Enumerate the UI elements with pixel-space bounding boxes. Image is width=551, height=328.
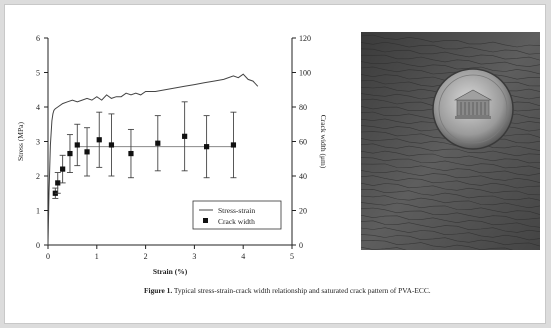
crack-line [361, 54, 540, 67]
legend-crack-width-swatch [203, 218, 208, 223]
y-right-tick-label: 80 [299, 103, 307, 112]
series-layer [47, 73, 259, 246]
y-left-tick-label: 0 [36, 241, 40, 250]
crack-line [361, 202, 540, 215]
crack-line [361, 143, 540, 157]
crack-width-point [74, 142, 80, 148]
y-right-tick-label: 100 [299, 69, 311, 78]
crack-width-point [108, 142, 115, 148]
crack-line [361, 41, 540, 55]
crack-line [361, 175, 540, 189]
y-right-tick-label: 20 [299, 207, 307, 216]
crack-pattern-photo [361, 32, 540, 250]
crack-line [361, 48, 540, 61]
y-right-tick-label: 60 [299, 138, 307, 147]
crack-line [361, 234, 540, 247]
crack-line [361, 246, 436, 250]
crack-line [361, 188, 540, 201]
crack-width-point [128, 150, 134, 157]
x-tick-label: 1 [95, 252, 99, 261]
penny-coin [432, 68, 514, 150]
crack-line [361, 214, 540, 228]
crack-line [361, 227, 540, 241]
legend: Stress-strain Crack width [192, 200, 282, 230]
crack-width-point [204, 144, 210, 150]
crack-line [361, 182, 540, 196]
crack-line [361, 195, 540, 209]
x-tick-label: 5 [290, 252, 294, 261]
crack-line [361, 138, 540, 152]
legend-box [192, 200, 282, 230]
crack-line [361, 150, 540, 164]
legend-crack-width-label: Crack width [218, 217, 255, 226]
crack-width-point [55, 180, 61, 186]
caption-text: Typical stress-strain-crack width relati… [173, 286, 431, 295]
crack-line [361, 61, 540, 75]
y-right-tick-label: 120 [299, 34, 311, 43]
legend-stress-strain-label: Stress-strain [218, 206, 255, 215]
crack-width-point [230, 142, 237, 148]
crack-line [361, 170, 540, 184]
y-axis-right-label: Crack width (μm) [319, 115, 328, 169]
y-left-tick-label: 1 [36, 207, 40, 216]
crack-line [361, 157, 540, 170]
crack-line [361, 66, 540, 80]
y-left-tick-label: 3 [36, 138, 40, 147]
x-tick-label: 0 [46, 252, 50, 261]
y-left-tick-label: 6 [36, 34, 40, 43]
figure-caption: Figure 1. Typical stress-strain-crack wi… [144, 286, 474, 296]
y-axis-left-label: Stress (MPa) [16, 122, 25, 161]
y-left-tick-label: 2 [36, 172, 40, 181]
x-tick-label: 2 [144, 252, 148, 261]
x-axis-label: Strain (%) [153, 267, 188, 276]
stress-strain-line [47, 73, 259, 246]
crack-line [361, 34, 540, 48]
crack-line [361, 163, 540, 176]
y-right-tick-label: 40 [299, 172, 307, 181]
caption-label: Figure 1. [144, 286, 173, 295]
y-left-tick-label: 5 [36, 69, 40, 78]
crack-width-point [67, 150, 73, 157]
y-left-tick-label: 4 [36, 103, 40, 112]
crack-width-point [96, 137, 102, 143]
x-tick-label: 4 [241, 252, 245, 261]
x-tick-label: 3 [192, 252, 196, 261]
crack-width-point [155, 140, 161, 146]
crack-width-point [60, 166, 66, 172]
y-right-tick-label: 0 [299, 241, 303, 250]
crack-line [361, 220, 540, 233]
crack-line [361, 207, 540, 221]
crack-width-point [182, 133, 188, 139]
figure-frame: 0 1 2 3 4 5 0 1 2 3 4 5 6 0 20 40 60 80 100 120 Strain (%) St… [4, 4, 546, 324]
crack-line [361, 240, 540, 250]
crack-width-point [84, 149, 90, 155]
